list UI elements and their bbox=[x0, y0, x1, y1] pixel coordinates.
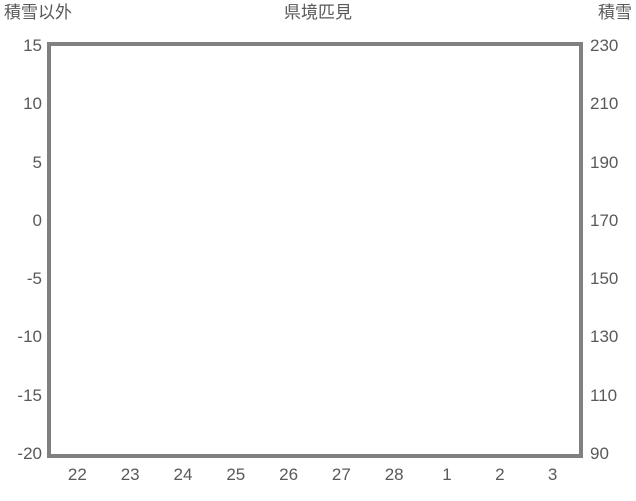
y-axis-right-tick: 230 bbox=[590, 36, 619, 55]
plot-frame bbox=[47, 42, 583, 458]
y-axis-right-tick: 210 bbox=[590, 94, 619, 114]
y-axis-left-tick: -10 bbox=[17, 327, 42, 347]
x-axis-tick: 24 bbox=[173, 465, 193, 484]
y-axis-right-tick: 150 bbox=[590, 269, 619, 289]
y-axis-left-tick: 10 bbox=[23, 94, 42, 114]
x-axis-tick: 22 bbox=[67, 465, 87, 484]
x-axis-tick: 26 bbox=[279, 465, 299, 484]
y-axis-left-tick: -20 bbox=[17, 444, 42, 463]
y-axis-right-tick: 190 bbox=[590, 152, 619, 172]
x-axis-tick: 1 bbox=[442, 465, 452, 484]
y-axis-right-tick: 130 bbox=[590, 327, 619, 347]
plot-area bbox=[47, 42, 583, 458]
y-axis-right-tick: 170 bbox=[590, 210, 619, 230]
y-axis-left-tick: -15 bbox=[17, 385, 42, 405]
x-axis-tick: 25 bbox=[226, 465, 246, 484]
y-axis-left-tick: 15 bbox=[23, 36, 42, 55]
x-axis-tick: 27 bbox=[331, 465, 351, 484]
y-axis-right-tick: 90 bbox=[590, 444, 609, 463]
right-axis-title: 積雪 bbox=[598, 3, 632, 22]
x-axis-tick: 3 bbox=[547, 465, 558, 484]
y-axis-right-tick: 110 bbox=[590, 385, 618, 405]
chart-title: 県境匹見 bbox=[284, 3, 352, 22]
y-axis-left-tick: -5 bbox=[26, 269, 42, 289]
left-axis-title: 積雪以外 bbox=[4, 3, 72, 22]
y-axis-left-tick: 5 bbox=[32, 152, 42, 172]
x-axis-tick: 28 bbox=[384, 465, 404, 484]
y-axis-left-tick: 0 bbox=[32, 210, 42, 230]
x-axis-tick: 23 bbox=[120, 465, 140, 484]
x-axis-tick: 2 bbox=[495, 465, 505, 484]
